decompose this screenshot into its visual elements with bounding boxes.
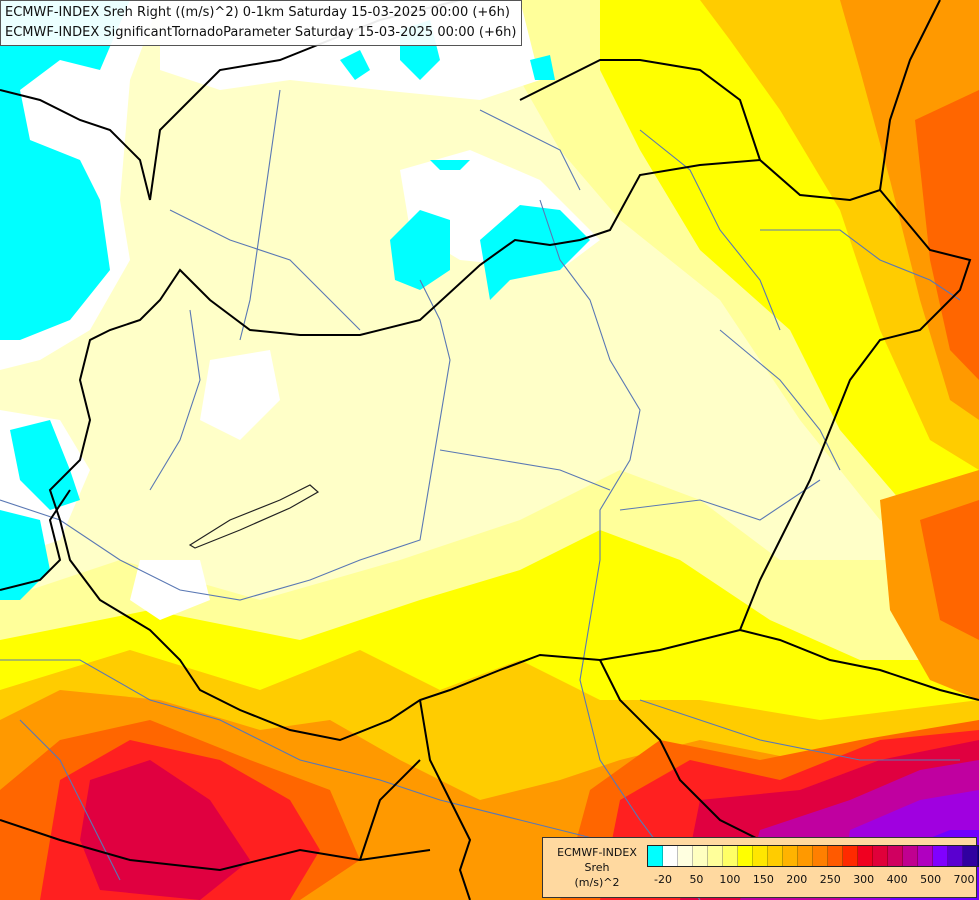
legend-title: ECMWF-INDEX Sreh (m/s)^2 [547,845,647,890]
river-north4 [479,109,581,191]
legend-tick-label: 400 [886,873,908,886]
field-darkorange-east [915,90,979,380]
field-cyan-west2 [0,510,50,600]
legend-tick-label: 300 [853,873,875,886]
legend-swatch [693,846,708,866]
river-south1 [19,719,121,881]
field-cyan-northwest [0,0,130,340]
legend-swatch [843,846,858,866]
border-serbia-romania [599,659,761,841]
legend-tick-label: 250 [819,873,841,886]
field-darkorange-southeast [920,500,979,640]
legend-swatch [753,846,768,866]
legend-swatch [678,846,693,866]
legend-swatch [798,846,813,866]
legend-swatch [963,846,978,866]
border-ukraine-poland [879,0,941,191]
legend-swatch [948,846,963,866]
title-line-stp: ECMWF-INDEX SignificantTornadoParameter … [5,25,517,40]
legend-swatch [663,846,678,866]
river-east1 [760,229,961,301]
river-west1 [149,309,201,491]
legend-color-bar [647,845,979,867]
field-cyan-west1 [10,420,80,510]
border-serbia-croatia [419,699,472,900]
legend-swatch [783,846,798,866]
legend-swatch [888,846,903,866]
legend-swatch [858,846,873,866]
border-slovakia-ukraine [519,59,761,161]
field-cyan-center1 [390,210,450,290]
legend-swatch [708,846,723,866]
border-bosnia-serbia [359,759,421,861]
legend-swatch [648,846,663,866]
field-cyan-center3 [430,160,470,170]
river-east2 [719,329,841,471]
legend-swatch [933,846,948,866]
legend-swatch [768,846,783,866]
legend-tick-label: 50 [689,873,704,886]
river-center2 [619,479,821,521]
map-title-box: ECMWF-INDEX Sreh Right ((m/s)^2) 0-1km S… [0,0,523,46]
legend-swatch [723,846,738,866]
river-tisza [539,199,701,900]
river-drava [0,659,601,841]
legend-swatch [918,846,933,866]
river-north3 [639,129,781,331]
legend-source: ECMWF-INDEX [557,846,637,859]
legend-swatch [873,846,888,866]
field-white-patch-center [200,350,280,440]
legend-tick-label: 150 [752,873,774,886]
legend-tick-label: 100 [719,873,741,886]
river-north1 [239,89,281,341]
river-south2 [639,699,960,761]
legend-swatch [813,846,828,866]
field-cyan-center2 [480,205,590,300]
legend-swatch [828,846,843,866]
legend-unit: (m/s)^2 [574,876,620,889]
legend-tick-label: 500 [920,873,942,886]
field-cyan-north3 [530,55,555,80]
river-lake-balaton [188,484,320,549]
rivers [0,89,961,900]
legend-tick-label: 700 [953,873,975,886]
river-danube [0,279,451,601]
border-austria-slovenia [0,489,71,591]
field-crimson-southwest [80,760,250,900]
color-legend: ECMWF-INDEX Sreh (m/s)^2 -20 50 100 150 200 2… [542,837,979,898]
field-cyan-north1 [340,50,370,80]
legend-tick-label: 200 [786,873,808,886]
legend-tick-label: -20 [654,873,672,886]
border-austria-czech [0,89,151,201]
river-north2 [169,209,361,331]
title-line-sreh: ECMWF-INDEX Sreh Right ((m/s)^2) 0-1km S… [5,5,510,20]
legend-variable: Sreh [584,861,610,874]
legend-swatch [903,846,918,866]
river-center1 [439,449,611,491]
border-romania [739,629,979,701]
legend-swatch [738,846,753,866]
legend-tick-labels: -20 50 100 150 200 250 300 400 500 700 [647,873,975,889]
